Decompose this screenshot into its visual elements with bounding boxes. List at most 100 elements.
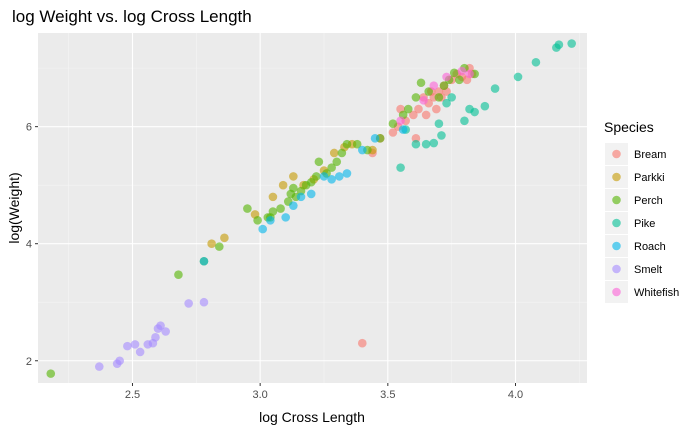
legend-label-perch: Perch bbox=[634, 195, 663, 207]
point-perch bbox=[403, 104, 413, 114]
x-tick-label: 4.0 bbox=[508, 389, 523, 401]
point-roach bbox=[296, 192, 306, 202]
point-pike bbox=[554, 40, 564, 50]
legend-title: Species bbox=[604, 119, 654, 135]
legend-label-whitefish: Whitefish bbox=[634, 287, 679, 299]
point-perch bbox=[434, 93, 444, 102]
plot-panel bbox=[38, 33, 587, 383]
y-axis-title: log(Weight) bbox=[6, 172, 22, 243]
legend-label-roach: Roach bbox=[634, 241, 666, 253]
point-smelt bbox=[130, 340, 140, 349]
legend: Species Bream Parkki Perch Pike Roach Smelt Wh… bbox=[604, 119, 679, 303]
point-smelt bbox=[184, 299, 193, 308]
point-perch bbox=[337, 148, 347, 158]
point-smelt bbox=[161, 327, 170, 336]
point-pike bbox=[460, 116, 469, 126]
point-bream bbox=[421, 110, 431, 120]
point-whitefish bbox=[442, 72, 451, 82]
point-bream bbox=[432, 104, 441, 114]
point-bream bbox=[414, 104, 423, 114]
point-bream bbox=[357, 338, 367, 348]
legend-swatch-parkki bbox=[612, 172, 621, 182]
point-roach bbox=[398, 125, 408, 134]
point-pike bbox=[421, 139, 431, 149]
point-roach bbox=[306, 189, 316, 199]
point-roach bbox=[319, 172, 329, 181]
point-roach bbox=[289, 201, 298, 210]
point-perch bbox=[276, 204, 285, 213]
y-tick-label: 6 bbox=[26, 122, 32, 134]
major-gridlines bbox=[38, 33, 587, 383]
point-perch bbox=[46, 369, 56, 378]
point-smelt bbox=[94, 362, 104, 371]
point-bream bbox=[409, 110, 418, 120]
point-smelt bbox=[135, 347, 145, 357]
point-perch bbox=[289, 183, 298, 193]
point-pike bbox=[490, 84, 500, 93]
point-parkki bbox=[278, 180, 288, 190]
point-pike bbox=[470, 107, 479, 117]
y-tick-label: 4 bbox=[26, 239, 32, 251]
point-perch bbox=[455, 75, 464, 85]
point-perch bbox=[332, 157, 342, 167]
point-perch bbox=[388, 119, 398, 129]
point-pike bbox=[437, 131, 446, 140]
legend-label-smelt: Smelt bbox=[634, 264, 662, 276]
x-axis-title: log Cross Length bbox=[259, 409, 365, 425]
point-whitefish bbox=[429, 81, 439, 90]
point-smelt bbox=[151, 333, 160, 342]
point-perch bbox=[214, 242, 224, 251]
point-perch bbox=[439, 81, 449, 90]
point-smelt bbox=[199, 297, 209, 307]
chart-title: log Weight vs. log Cross Length bbox=[12, 7, 252, 26]
legend-label-parkki: Parkki bbox=[634, 172, 665, 184]
point-parkki bbox=[329, 148, 339, 158]
legend-swatch-perch bbox=[612, 195, 621, 205]
point-perch bbox=[174, 270, 183, 280]
point-roach bbox=[327, 175, 336, 184]
x-tick-label: 3.5 bbox=[380, 389, 395, 401]
point-whitefish bbox=[465, 69, 474, 79]
point-perch bbox=[342, 139, 352, 149]
x-tick-label: 3.0 bbox=[253, 389, 268, 401]
point-pike bbox=[411, 139, 421, 149]
point-perch bbox=[306, 177, 316, 187]
point-parkki bbox=[207, 239, 216, 249]
point-pike bbox=[396, 163, 405, 172]
point-roach bbox=[266, 215, 275, 225]
point-roach bbox=[357, 145, 367, 155]
point-perch bbox=[352, 139, 362, 149]
legend-label-pike: Pike bbox=[634, 218, 655, 230]
legend-swatch-bream bbox=[612, 149, 621, 159]
point-perch bbox=[416, 78, 426, 88]
point-pike bbox=[531, 57, 541, 67]
point-perch bbox=[243, 204, 252, 213]
point-parkki bbox=[220, 233, 229, 243]
point-perch bbox=[411, 93, 421, 102]
point-pike bbox=[429, 138, 439, 148]
point-perch bbox=[314, 157, 324, 167]
point-perch bbox=[253, 215, 262, 225]
point-roach bbox=[258, 224, 268, 234]
point-perch bbox=[424, 87, 433, 96]
point-pike bbox=[513, 72, 523, 82]
point-perch bbox=[449, 68, 459, 78]
point-bream bbox=[388, 128, 398, 137]
point-roach bbox=[281, 213, 290, 222]
point-pike bbox=[480, 101, 490, 111]
point-whitefish bbox=[419, 96, 428, 105]
point-smelt bbox=[156, 321, 165, 330]
point-perch bbox=[268, 207, 278, 216]
y-tick-label: 2 bbox=[26, 356, 32, 368]
point-pike bbox=[567, 39, 576, 48]
point-parkki bbox=[268, 192, 278, 202]
point-perch bbox=[312, 172, 321, 181]
x-axis-ticks: 2.5 3.0 3.5 4.0 bbox=[125, 383, 523, 401]
data-points bbox=[46, 39, 576, 378]
point-pike bbox=[447, 93, 456, 102]
legend-swatch-roach bbox=[612, 241, 621, 251]
point-roach bbox=[199, 256, 209, 266]
x-tick-label: 2.5 bbox=[125, 389, 140, 401]
legend-swatch-whitefish bbox=[612, 287, 621, 297]
